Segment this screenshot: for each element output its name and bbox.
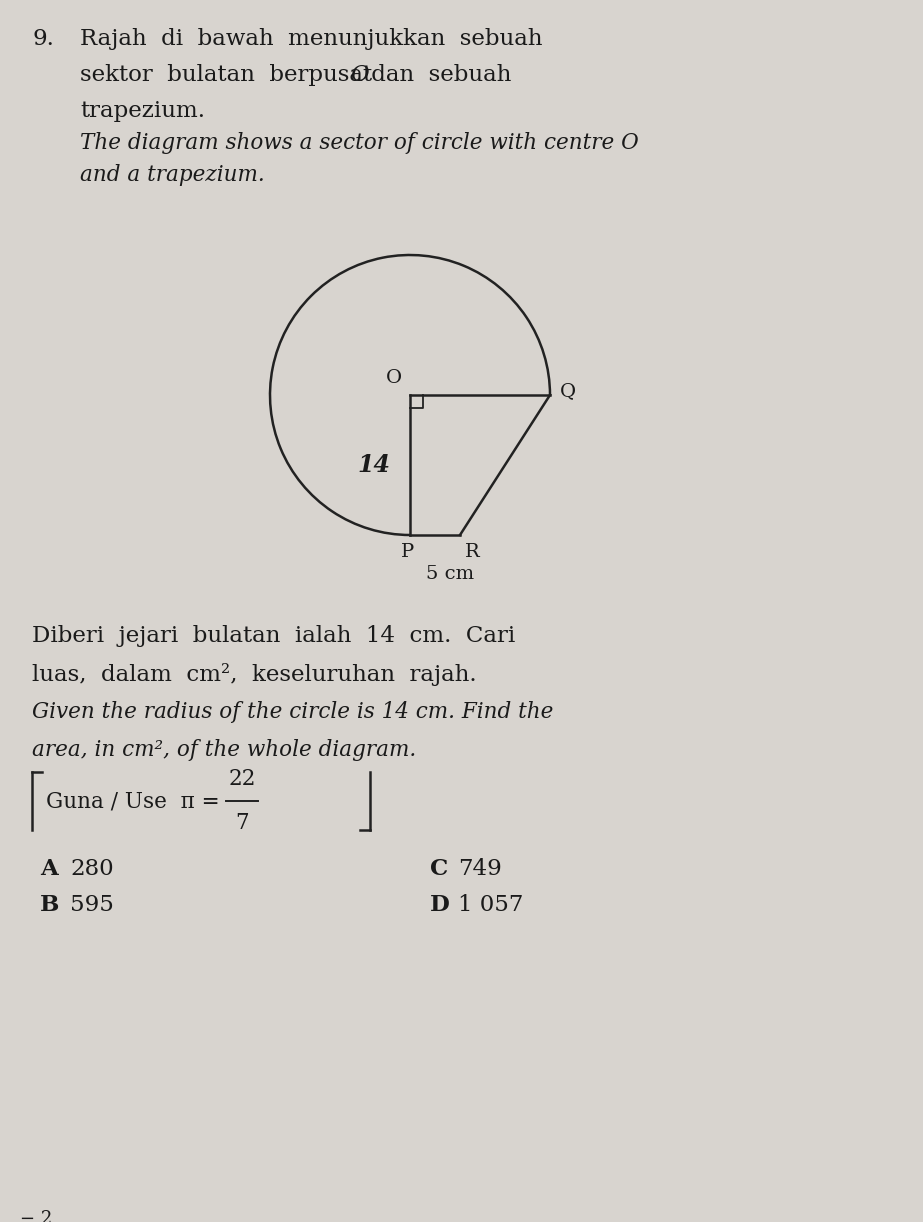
Text: C: C: [430, 858, 449, 880]
Text: B: B: [40, 895, 59, 916]
Text: The diagram shows a sector of circle with centre O: The diagram shows a sector of circle wit…: [80, 132, 639, 154]
Text: 9.: 9.: [32, 28, 54, 50]
Text: Diberi  jejari  bulatan  ialah  14  cm.  Cari: Diberi jejari bulatan ialah 14 cm. Cari: [32, 624, 515, 646]
Text: 595: 595: [70, 895, 114, 916]
Text: Q: Q: [560, 382, 576, 400]
Text: 749: 749: [458, 858, 502, 880]
Text: 5 cm: 5 cm: [426, 565, 474, 583]
Text: D: D: [430, 895, 450, 916]
Text: Guna / Use  π =: Guna / Use π =: [46, 789, 226, 811]
Text: 7: 7: [235, 811, 249, 833]
Text: luas,  dalam  cm²,  keseluruhan  rajah.: luas, dalam cm², keseluruhan rajah.: [32, 664, 476, 686]
Text: 14: 14: [357, 453, 390, 477]
Text: sektor  bulatan  berpusat: sektor bulatan berpusat: [80, 64, 379, 86]
Text: O: O: [350, 64, 369, 86]
Text: 1 057: 1 057: [458, 895, 523, 916]
Text: and a trapezium.: and a trapezium.: [80, 164, 265, 186]
Text: R: R: [464, 543, 479, 561]
Text: trapezium.: trapezium.: [80, 100, 205, 122]
Text: 280: 280: [70, 858, 114, 880]
Text: P: P: [402, 543, 414, 561]
Text: O: O: [386, 369, 402, 387]
Text: Given the radius of the circle is 14 cm. Find the: Given the radius of the circle is 14 cm.…: [32, 701, 554, 723]
Text: Rajah  di  bawah  menunjukkan  sebuah: Rajah di bawah menunjukkan sebuah: [80, 28, 543, 50]
Text: 22: 22: [228, 767, 256, 789]
Text: − 2: − 2: [20, 1210, 53, 1222]
Text: dan  sebuah: dan sebuah: [364, 64, 511, 86]
Text: area, in cm², of the whole diagram.: area, in cm², of the whole diagram.: [32, 739, 416, 761]
Text: A: A: [40, 858, 58, 880]
